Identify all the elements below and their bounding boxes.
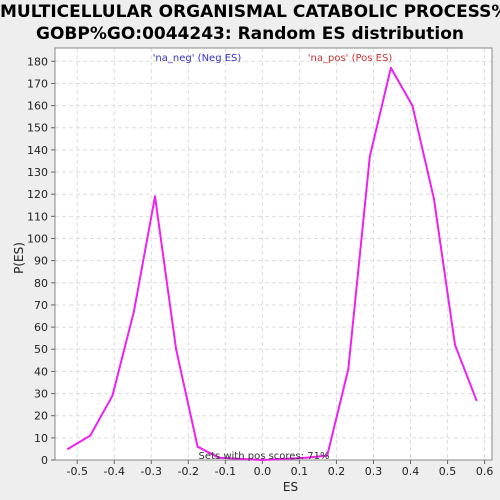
data-point [326,454,329,457]
y-tick-label: 100 [27,232,48,245]
x-tick-label: 0.1 [291,465,309,478]
data-point [175,348,178,351]
y-tick-label: 80 [34,277,48,290]
y-axis-label: P(ES) [12,242,26,274]
y-tick-label: 130 [27,166,48,179]
data-point [432,197,435,200]
y-tick-label: 180 [27,55,48,68]
y-tick-label: 90 [34,255,48,268]
y-tick-label: 30 [34,388,48,401]
y-tick-label: 10 [34,432,48,445]
data-point [304,456,307,459]
data-point [453,343,456,346]
plot-area [55,48,492,460]
data-point [153,195,156,198]
data-point [389,66,392,69]
neg-es-label: 'na_neg' (Neg ES) [153,53,242,64]
y-tick-label: 160 [27,100,48,113]
y-tick-label: 110 [27,210,48,223]
x-tick-label: -0.2 [178,465,199,478]
y-tick-label: 140 [27,144,48,157]
data-point [261,459,264,461]
x-tick-label: -0.4 [104,465,125,478]
data-point [347,368,350,371]
data-point [218,456,221,459]
y-tick-label: 0 [41,454,48,467]
footer-note: Sets with pos scores: 71% [199,451,330,462]
y-tick-label: 70 [34,299,48,312]
data-point [196,445,199,448]
x-tick-label: 0.2 [328,465,346,478]
x-tick-label: -0.5 [66,465,87,478]
y-tick-label: 20 [34,410,48,423]
x-tick-label: -0.3 [141,465,162,478]
x-tick-label: -0.1 [215,465,236,478]
x-tick-label: 0.6 [476,465,494,478]
y-tick-label: 60 [34,321,48,334]
x-tick-label: 0.3 [365,465,383,478]
data-point [411,104,414,107]
data-point [475,399,478,402]
data-point [368,155,371,158]
series-line [67,66,478,461]
x-tick-label: 0.0 [254,465,272,478]
y-tick-label: 40 [34,365,48,378]
y-tick-label: 50 [34,343,48,356]
y-tick-label: 150 [27,122,48,135]
data-point [66,447,69,450]
x-tick-label: 0.5 [439,465,457,478]
y-tick-label: 170 [27,77,48,90]
y-tick-label: 120 [27,188,48,201]
chart-title-line-1: MULTICELLULAR ORGANISMAL CATABOLIC PROCE… [0,2,500,22]
data-point [132,310,135,313]
data-point [111,394,114,397]
x-axis-label: ES [283,480,298,494]
data-point [89,434,92,437]
x-tick-label: 0.4 [402,465,420,478]
chart-title-line-2: GOBP%GO:0044243: Random ES distribution [36,24,464,44]
pos-es-label: 'na_pos' (Pos ES) [308,53,393,64]
